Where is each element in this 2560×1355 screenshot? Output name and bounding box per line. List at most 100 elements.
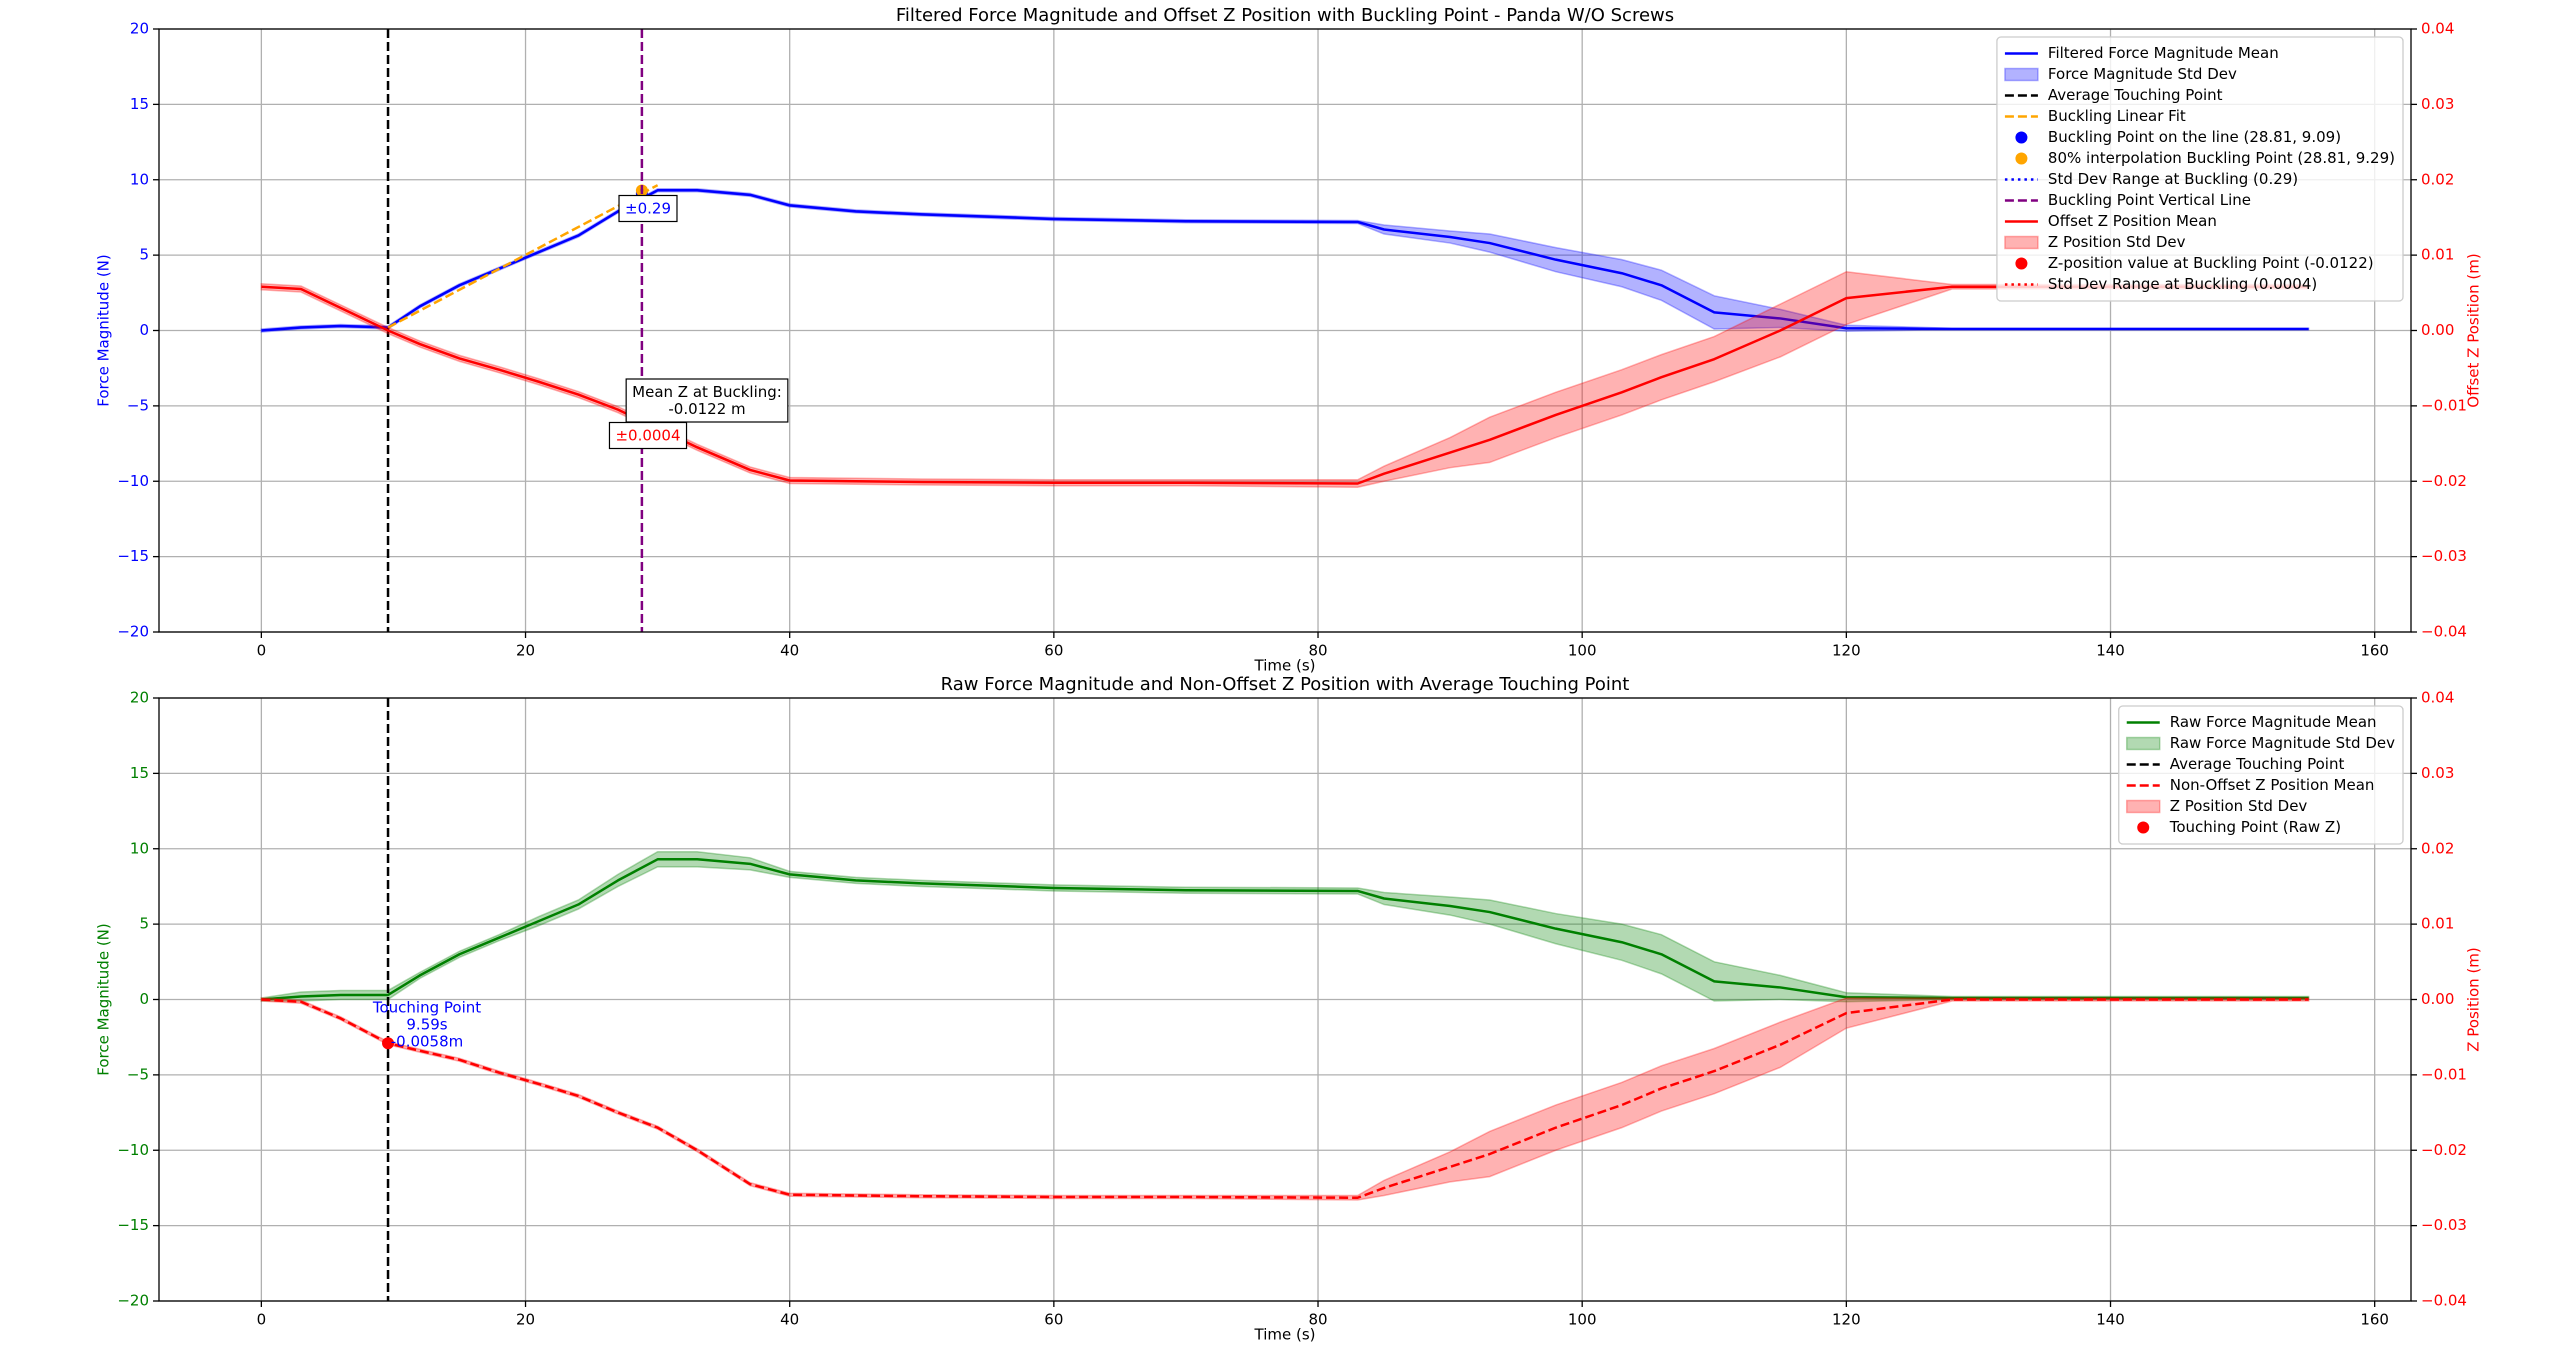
annotation-text: Touching Point <box>372 999 481 1017</box>
x-tick-label: 80 <box>1308 642 1327 660</box>
y2-tick-label: 0.04 <box>2421 689 2454 707</box>
y2-tick-label: −0.03 <box>2421 1216 2467 1234</box>
std-band <box>260 997 2310 1201</box>
legend-label: 80% interpolation Buckling Point (28.81,… <box>2048 149 2395 167</box>
x-tick-label: 40 <box>780 642 799 660</box>
legend-label: Offset Z Position Mean <box>2048 212 2217 230</box>
legend-swatch <box>2004 235 2039 250</box>
x-tick-label: 20 <box>516 642 535 660</box>
legend-label: Std Dev Range at Buckling (0.29) <box>2048 170 2298 188</box>
annotation: ±0.0004 <box>608 421 688 450</box>
x-tick-label: 120 <box>1832 1311 1861 1329</box>
legend-box <box>2118 705 2404 845</box>
x-tick-label: 120 <box>1832 642 1861 660</box>
x-axis-label: Time (s) <box>1254 1326 1316 1344</box>
y-tick-label: 5 <box>139 915 149 933</box>
y2-tick-label: 0.02 <box>2421 170 2454 188</box>
y-axis-label: Force Magnitude (N) <box>95 254 113 407</box>
x-axis-label: Time (s) <box>1254 657 1316 675</box>
series-line <box>387 184 659 329</box>
annotation-text: ±0.0004 <box>615 427 680 445</box>
y-tick-label: 0 <box>139 321 149 339</box>
y-tick-label: 5 <box>139 246 149 264</box>
annotation-text: -0.0058m <box>391 1033 464 1051</box>
legend-label: Buckling Point on the line (28.81, 9.09) <box>2048 128 2341 146</box>
x-tick-label: 0 <box>257 1311 267 1329</box>
y2-tick-label: 0.01 <box>2421 915 2454 933</box>
legend-swatch <box>2125 736 2161 751</box>
series-line <box>261 998 2309 1199</box>
legend-label: Raw Force Magnitude Mean <box>2170 713 2377 731</box>
y2-axis-label: Z Position (m) <box>2465 947 2483 1052</box>
legend-marker <box>2015 152 2028 165</box>
x-tick-label: 0 <box>257 642 267 660</box>
y-tick-label: −5 <box>127 1065 149 1083</box>
y2-tick-label: −0.01 <box>2421 1065 2467 1083</box>
y2-tick-label: 0.04 <box>2421 20 2454 38</box>
legend-label: Average Touching Point <box>2048 86 2223 104</box>
y-tick-label: 20 <box>130 20 149 38</box>
legend: Raw Force Magnitude Mean Raw Force Magnit… <box>2118 705 2404 845</box>
series-line <box>261 858 2309 1001</box>
y-tick-label: −10 <box>117 472 149 490</box>
legend-label: Non-Offset Z Position Mean <box>2170 776 2375 794</box>
y-tick-label: −20 <box>117 1292 149 1310</box>
y-tick-label: 10 <box>130 170 149 188</box>
legend-swatch <box>2004 67 2039 82</box>
legend-label: Touching Point (Raw Z) <box>2169 818 2341 836</box>
series-line <box>261 189 2309 332</box>
chart-panel: 0 20 40 60 80 100 120 140 160 −20 −15 −10 −5 0 5 10 15 20… <box>95 5 2483 675</box>
y-tick-label: −20 <box>117 623 149 641</box>
legend-label: Buckling Point Vertical Line <box>2048 191 2251 209</box>
point <box>382 1037 395 1050</box>
chart-title: Filtered Force Magnitude and Offset Z Po… <box>896 5 1674 26</box>
annotation-text: 9.59s <box>406 1016 447 1034</box>
x-tick-label: 140 <box>2096 1311 2125 1329</box>
y2-tick-label: 0.03 <box>2421 764 2454 782</box>
y-tick-label: −15 <box>117 1216 149 1234</box>
legend-label: Z Position Std Dev <box>2048 233 2186 251</box>
y2-tick-label: −0.02 <box>2421 1141 2467 1159</box>
annotation-box <box>608 421 688 450</box>
y-axis-label: Force Magnitude (N) <box>95 923 113 1076</box>
annotation-text: Mean Z at Buckling: <box>632 383 782 401</box>
series-line <box>261 285 2309 485</box>
y2-tick-label: −0.04 <box>2421 623 2467 641</box>
y2-tick-label: −0.04 <box>2421 1292 2467 1310</box>
y2-tick-label: 0.00 <box>2421 321 2454 339</box>
y2-tick-label: −0.02 <box>2421 472 2467 490</box>
legend-marker <box>2015 131 2028 144</box>
legend-swatch <box>2125 799 2161 814</box>
annotation-text: ±0.29 <box>625 200 671 218</box>
y-tick-label: −10 <box>117 1141 149 1159</box>
y-tick-label: 20 <box>130 689 149 707</box>
legend-label: Average Touching Point <box>2170 755 2345 773</box>
y2-axis-label: Offset Z Position (m) <box>2465 253 2483 407</box>
y2-tick-label: 0.03 <box>2421 95 2454 113</box>
legend-box <box>1996 36 2404 302</box>
x-tick-label: 160 <box>2360 642 2389 660</box>
x-tick-label: 140 <box>2096 642 2125 660</box>
y-tick-label: −15 <box>117 547 149 565</box>
annotation-box <box>625 378 789 423</box>
y-tick-label: −5 <box>127 396 149 414</box>
legend-label: Raw Force Magnitude Std Dev <box>2170 734 2395 752</box>
y-tick-label: 15 <box>130 764 149 782</box>
chart-title: Raw Force Magnitude and Non-Offset Z Pos… <box>941 674 1630 695</box>
x-tick-label: 20 <box>516 1311 535 1329</box>
plot-area <box>260 698 2310 1301</box>
annotation-text: -0.0122 m <box>668 400 745 418</box>
legend-marker <box>2015 257 2028 270</box>
y-tick-label: 0 <box>139 990 149 1008</box>
x-tick-label: 60 <box>1044 1311 1063 1329</box>
y2-tick-label: −0.03 <box>2421 547 2467 565</box>
y2-tick-label: −0.01 <box>2421 396 2467 414</box>
x-tick-label: 100 <box>1568 642 1597 660</box>
y2-tick-label: 0.01 <box>2421 246 2454 264</box>
legend: Filtered Force Magnitude Mean Force Magni… <box>1996 36 2404 302</box>
x-tick-label: 100 <box>1568 1311 1597 1329</box>
y-tick-label: 10 <box>130 839 149 857</box>
y2-tick-label: 0.00 <box>2421 990 2454 1008</box>
